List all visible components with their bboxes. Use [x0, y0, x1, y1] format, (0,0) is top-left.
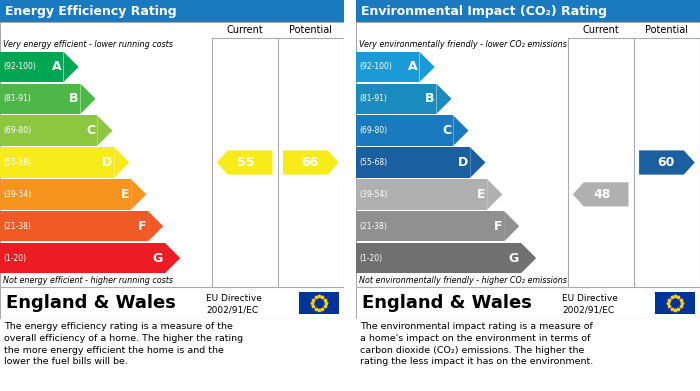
Text: 55: 55 — [237, 156, 255, 169]
Text: Current: Current — [582, 25, 619, 35]
Polygon shape — [573, 182, 629, 206]
Text: G: G — [153, 251, 163, 265]
Polygon shape — [283, 151, 339, 175]
Polygon shape — [97, 115, 113, 146]
Polygon shape — [521, 243, 536, 273]
Bar — [655, 292, 695, 314]
Text: A: A — [52, 61, 62, 74]
Polygon shape — [639, 151, 694, 175]
Bar — [356, 211, 504, 241]
Bar — [0, 243, 165, 273]
Text: (39-54): (39-54) — [3, 190, 31, 199]
Text: The environmental impact rating is a measure of
a home's impact on the environme: The environmental impact rating is a mea… — [360, 322, 594, 366]
Text: Potential: Potential — [289, 25, 332, 35]
Bar — [0, 147, 114, 178]
Text: B: B — [425, 92, 435, 105]
Text: England & Wales: England & Wales — [362, 294, 532, 312]
Text: Very energy efficient - lower running costs: Very energy efficient - lower running co… — [3, 40, 173, 49]
Text: E: E — [477, 188, 485, 201]
Bar — [0, 211, 148, 241]
Text: EU Directive: EU Directive — [206, 294, 262, 303]
Polygon shape — [454, 115, 468, 146]
Text: (92-100): (92-100) — [359, 63, 392, 72]
Bar — [356, 84, 436, 114]
Polygon shape — [131, 179, 146, 210]
Text: (92-100): (92-100) — [3, 63, 36, 72]
Text: B: B — [69, 92, 78, 105]
Bar — [0, 179, 131, 210]
Text: Very environmentally friendly - lower CO₂ emissions: Very environmentally friendly - lower CO… — [359, 40, 567, 49]
Polygon shape — [504, 211, 519, 241]
Bar — [0, 52, 64, 82]
Text: The energy efficiency rating is a measure of the
overall efficiency of a home. T: The energy efficiency rating is a measur… — [4, 322, 243, 366]
Bar — [356, 52, 419, 82]
Bar — [300, 292, 339, 314]
Text: 2002/91/EC: 2002/91/EC — [562, 305, 615, 314]
Polygon shape — [64, 52, 78, 82]
Text: (81-91): (81-91) — [359, 94, 387, 103]
Text: (69-80): (69-80) — [3, 126, 31, 135]
Text: (69-80): (69-80) — [359, 126, 387, 135]
Polygon shape — [148, 211, 163, 241]
Bar — [356, 147, 470, 178]
Text: E: E — [120, 188, 130, 201]
Text: Energy Efficiency Rating: Energy Efficiency Rating — [5, 5, 176, 18]
Bar — [356, 179, 487, 210]
Text: Not environmentally friendly - higher CO₂ emissions: Not environmentally friendly - higher CO… — [359, 276, 567, 285]
Text: F: F — [494, 220, 502, 233]
Text: (39-54): (39-54) — [359, 190, 387, 199]
Text: (1-20): (1-20) — [3, 254, 26, 263]
Bar — [356, 0, 700, 22]
Polygon shape — [470, 147, 485, 178]
Text: F: F — [138, 220, 146, 233]
Bar — [0, 0, 344, 22]
Text: G: G — [509, 251, 519, 265]
Text: 2002/91/EC: 2002/91/EC — [206, 305, 258, 314]
Text: A: A — [408, 61, 417, 74]
Text: Environmental Impact (CO₂) Rating: Environmental Impact (CO₂) Rating — [361, 5, 607, 18]
Text: 60: 60 — [657, 156, 674, 169]
Text: D: D — [102, 156, 112, 169]
Text: 48: 48 — [594, 188, 610, 201]
Text: England & Wales: England & Wales — [6, 294, 176, 312]
Polygon shape — [114, 147, 130, 178]
Text: (21-38): (21-38) — [3, 222, 31, 231]
Text: Potential: Potential — [645, 25, 688, 35]
Text: EU Directive: EU Directive — [562, 294, 618, 303]
Bar — [0, 84, 80, 114]
Text: (55-68): (55-68) — [3, 158, 31, 167]
Text: Not energy efficient - higher running costs: Not energy efficient - higher running co… — [3, 276, 173, 285]
Polygon shape — [436, 84, 452, 114]
Text: C: C — [442, 124, 452, 137]
Polygon shape — [487, 179, 503, 210]
Polygon shape — [419, 52, 435, 82]
Bar — [356, 243, 521, 273]
Text: D: D — [458, 156, 468, 169]
Bar — [0, 115, 97, 146]
Text: (1-20): (1-20) — [359, 254, 382, 263]
Bar — [356, 115, 454, 146]
Text: (81-91): (81-91) — [3, 94, 31, 103]
Polygon shape — [80, 84, 96, 114]
Polygon shape — [165, 243, 180, 273]
Text: 66: 66 — [301, 156, 318, 169]
Text: C: C — [86, 124, 95, 137]
Text: (55-68): (55-68) — [359, 158, 387, 167]
Text: (21-38): (21-38) — [359, 222, 387, 231]
Text: Current: Current — [226, 25, 263, 35]
Polygon shape — [217, 151, 272, 175]
